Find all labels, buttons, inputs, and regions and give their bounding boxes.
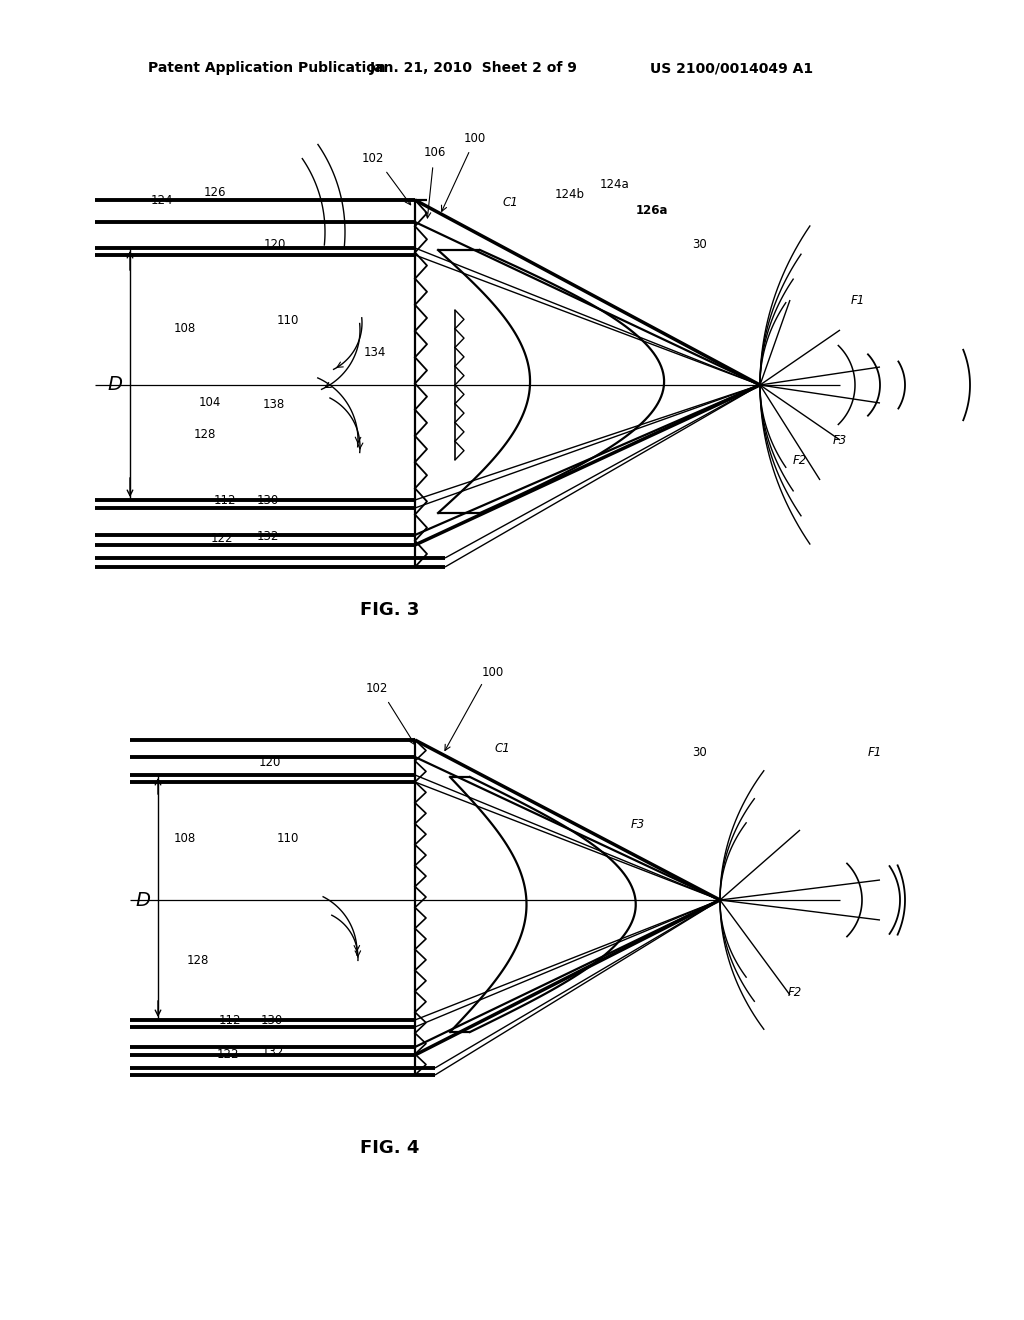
- Text: 126: 126: [204, 186, 226, 199]
- Text: 104: 104: [199, 396, 221, 409]
- Text: 110: 110: [276, 832, 299, 845]
- Text: 134: 134: [364, 346, 386, 359]
- Text: F2: F2: [793, 454, 807, 466]
- Text: 124b: 124b: [555, 189, 585, 202]
- Text: C1: C1: [502, 195, 518, 209]
- Text: 108: 108: [174, 832, 197, 845]
- Text: 124: 124: [151, 194, 173, 206]
- Text: F3: F3: [833, 433, 847, 446]
- Text: 124a: 124a: [600, 178, 630, 191]
- Text: FIG. 4: FIG. 4: [360, 1139, 420, 1158]
- Text: 128: 128: [194, 429, 216, 441]
- Text: F3: F3: [631, 818, 645, 832]
- Text: 112: 112: [214, 494, 237, 507]
- Text: D: D: [135, 891, 151, 909]
- Text: 108: 108: [174, 322, 197, 334]
- Text: F2: F2: [787, 986, 802, 998]
- Text: 110: 110: [276, 314, 299, 326]
- Text: Jan. 21, 2010  Sheet 2 of 9: Jan. 21, 2010 Sheet 2 of 9: [370, 61, 578, 75]
- Text: 30: 30: [692, 746, 708, 759]
- Text: 132: 132: [257, 529, 280, 543]
- Text: 128: 128: [186, 953, 209, 966]
- Text: 106: 106: [424, 147, 446, 160]
- Text: 100: 100: [482, 665, 504, 678]
- Text: 122: 122: [211, 532, 233, 544]
- Text: 100: 100: [464, 132, 486, 144]
- Text: 132: 132: [262, 1047, 285, 1060]
- Text: Patent Application Publication: Patent Application Publication: [148, 61, 386, 75]
- Text: 112: 112: [219, 1014, 242, 1027]
- Text: C1: C1: [495, 742, 510, 755]
- Text: 120: 120: [264, 239, 286, 252]
- Text: 102: 102: [361, 152, 384, 165]
- Text: 138: 138: [263, 399, 285, 412]
- Text: 126a: 126a: [636, 203, 669, 216]
- Text: D: D: [108, 375, 123, 395]
- Text: 102: 102: [366, 681, 388, 694]
- Text: 120: 120: [259, 755, 282, 768]
- Text: 130: 130: [261, 1014, 283, 1027]
- Text: F1: F1: [851, 293, 865, 306]
- Text: US 2100/0014049 A1: US 2100/0014049 A1: [650, 61, 813, 75]
- Text: 130: 130: [257, 494, 280, 507]
- Text: F1: F1: [868, 746, 882, 759]
- Text: 122: 122: [217, 1048, 240, 1060]
- Text: FIG. 3: FIG. 3: [360, 601, 420, 619]
- Text: 30: 30: [692, 239, 708, 252]
